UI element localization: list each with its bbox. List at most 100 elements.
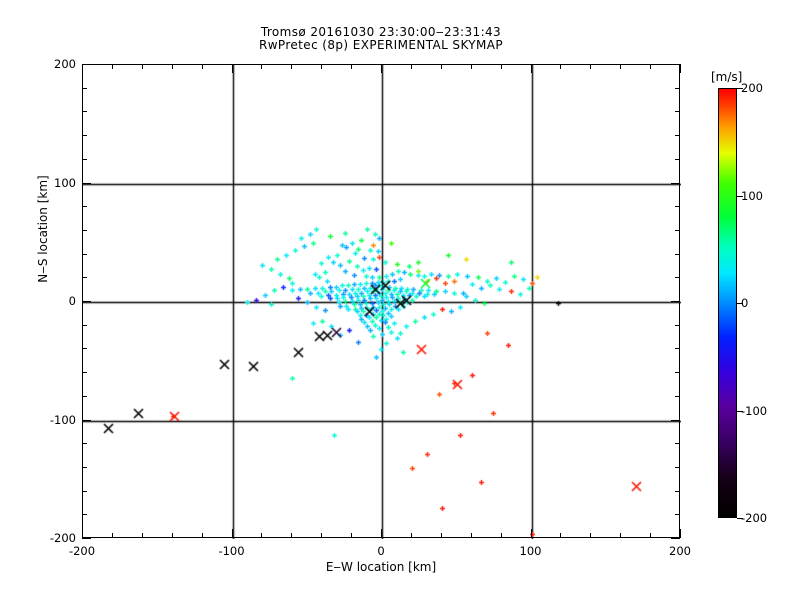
colorbar-tick-label--200: -200 <box>741 511 768 525</box>
figure-title: Tromsø 20161030 23:30:00‒23:31:43 RwPret… <box>82 26 680 52</box>
x-tick-top--80 <box>261 64 262 69</box>
x-tick-80 <box>501 533 502 538</box>
y-tick--180 <box>82 514 87 515</box>
x-tick-top-140 <box>590 64 591 69</box>
y-tick-right-140 <box>675 135 680 136</box>
y-tick-label--200: -200 <box>49 531 76 545</box>
x-tick--120 <box>202 533 203 538</box>
x-tick-180 <box>650 533 651 538</box>
y-tick-right--180 <box>675 514 680 515</box>
y-tick-0 <box>82 301 91 302</box>
colorbar-gradient <box>718 88 737 518</box>
y-tick-right-180 <box>675 88 680 89</box>
colorbar-tick-100 <box>737 196 743 197</box>
colorbar-tick-label-0: 0 <box>741 296 749 310</box>
x-tick-top-200 <box>680 64 681 73</box>
x-tick--60 <box>291 533 292 538</box>
x-tick-top-160 <box>620 64 621 69</box>
y-tick-20 <box>82 277 87 278</box>
scatter-plot-canvas <box>83 65 681 539</box>
x-tick--200 <box>82 529 83 538</box>
title-line-1: Tromsø 20161030 23:30:00‒23:31:43 <box>260 25 502 39</box>
y-tick-right-40 <box>675 254 680 255</box>
x-axis-label: E‒W location [km] <box>325 560 437 574</box>
x-tick-top-0 <box>381 64 382 73</box>
x-tick-label-0: 0 <box>377 544 385 558</box>
title-line-2: RwPretec (8p) EXPERIMENTAL SKYMAP <box>258 38 504 52</box>
colorbar-tick-label-200: 200 <box>741 81 763 95</box>
x-tick-top--100 <box>232 64 233 73</box>
plot-area <box>82 64 681 539</box>
x-tick-60 <box>471 533 472 538</box>
x-tick-120 <box>560 533 561 538</box>
y-tick--20 <box>82 325 87 326</box>
y-tick--120 <box>82 443 87 444</box>
x-tick--80 <box>261 533 262 538</box>
x-tick-top-120 <box>560 64 561 69</box>
x-tick-40 <box>441 533 442 538</box>
y-tick-label-0: 0 <box>68 294 76 308</box>
y-tick-right--60 <box>675 372 680 373</box>
y-tick-right--20 <box>675 325 680 326</box>
y-tick-100 <box>82 183 91 184</box>
colorbar-tick-label-100: 100 <box>741 189 763 203</box>
y-tick-label-200: 200 <box>54 57 76 71</box>
x-tick--20 <box>351 533 352 538</box>
x-tick--140 <box>172 533 173 538</box>
y-tick-right--100 <box>671 420 680 421</box>
x-tick-top-40 <box>441 64 442 69</box>
y-tick-right--140 <box>675 467 680 468</box>
colorbar-tick-200 <box>737 88 743 89</box>
x-tick-top-100 <box>531 64 532 73</box>
y-tick--80 <box>82 396 87 397</box>
x-tick-top--40 <box>321 64 322 69</box>
x-tick-top-80 <box>501 64 502 69</box>
y-tick-right-200 <box>671 64 680 65</box>
x-tick-top-20 <box>411 64 412 69</box>
y-tick-right-100 <box>671 183 680 184</box>
x-tick-160 <box>620 533 621 538</box>
x-tick-label-200: 200 <box>669 544 691 558</box>
colorbar-tick--200 <box>737 518 743 519</box>
y-tick-80 <box>82 206 87 207</box>
y-tick--60 <box>82 372 87 373</box>
y-tick-60 <box>82 230 87 231</box>
y-tick-120 <box>82 159 87 160</box>
x-tick-label--100: -100 <box>218 544 245 558</box>
x-tick--160 <box>142 533 143 538</box>
x-tick-0 <box>381 529 382 538</box>
y-tick-right--40 <box>675 348 680 349</box>
y-tick-right-160 <box>675 111 680 112</box>
x-tick--180 <box>112 533 113 538</box>
y-tick-right-80 <box>675 206 680 207</box>
colorbar <box>718 88 737 518</box>
y-tick-right-120 <box>675 159 680 160</box>
y-tick--200 <box>82 538 91 539</box>
colorbar-tick-0 <box>737 303 743 304</box>
x-tick-label--200: -200 <box>68 544 96 558</box>
y-tick-right--120 <box>675 443 680 444</box>
x-tick-100 <box>531 529 532 538</box>
x-tick-top--160 <box>142 64 143 69</box>
y-tick-180 <box>82 88 87 89</box>
x-tick--40 <box>321 533 322 538</box>
x-tick-top--60 <box>291 64 292 69</box>
x-tick-label-100: 100 <box>519 544 542 558</box>
y-axis-label: N‒S location [km] <box>36 175 50 283</box>
x-tick-top--180 <box>112 64 113 69</box>
y-tick-right-60 <box>675 230 680 231</box>
colorbar-tick--100 <box>737 411 743 412</box>
y-tick-label-100: 100 <box>54 175 76 190</box>
colorbar-tick-label--100: -100 <box>741 404 768 418</box>
y-tick-right-0 <box>671 301 680 302</box>
x-tick-top--140 <box>172 64 173 69</box>
y-tick-right--200 <box>671 538 680 539</box>
x-tick-200 <box>680 529 681 538</box>
x-tick-top--200 <box>82 64 83 73</box>
x-tick-top-60 <box>471 64 472 69</box>
y-tick--100 <box>82 420 91 421</box>
y-tick--140 <box>82 467 87 468</box>
x-tick-140 <box>590 533 591 538</box>
y-tick-200 <box>82 64 91 65</box>
